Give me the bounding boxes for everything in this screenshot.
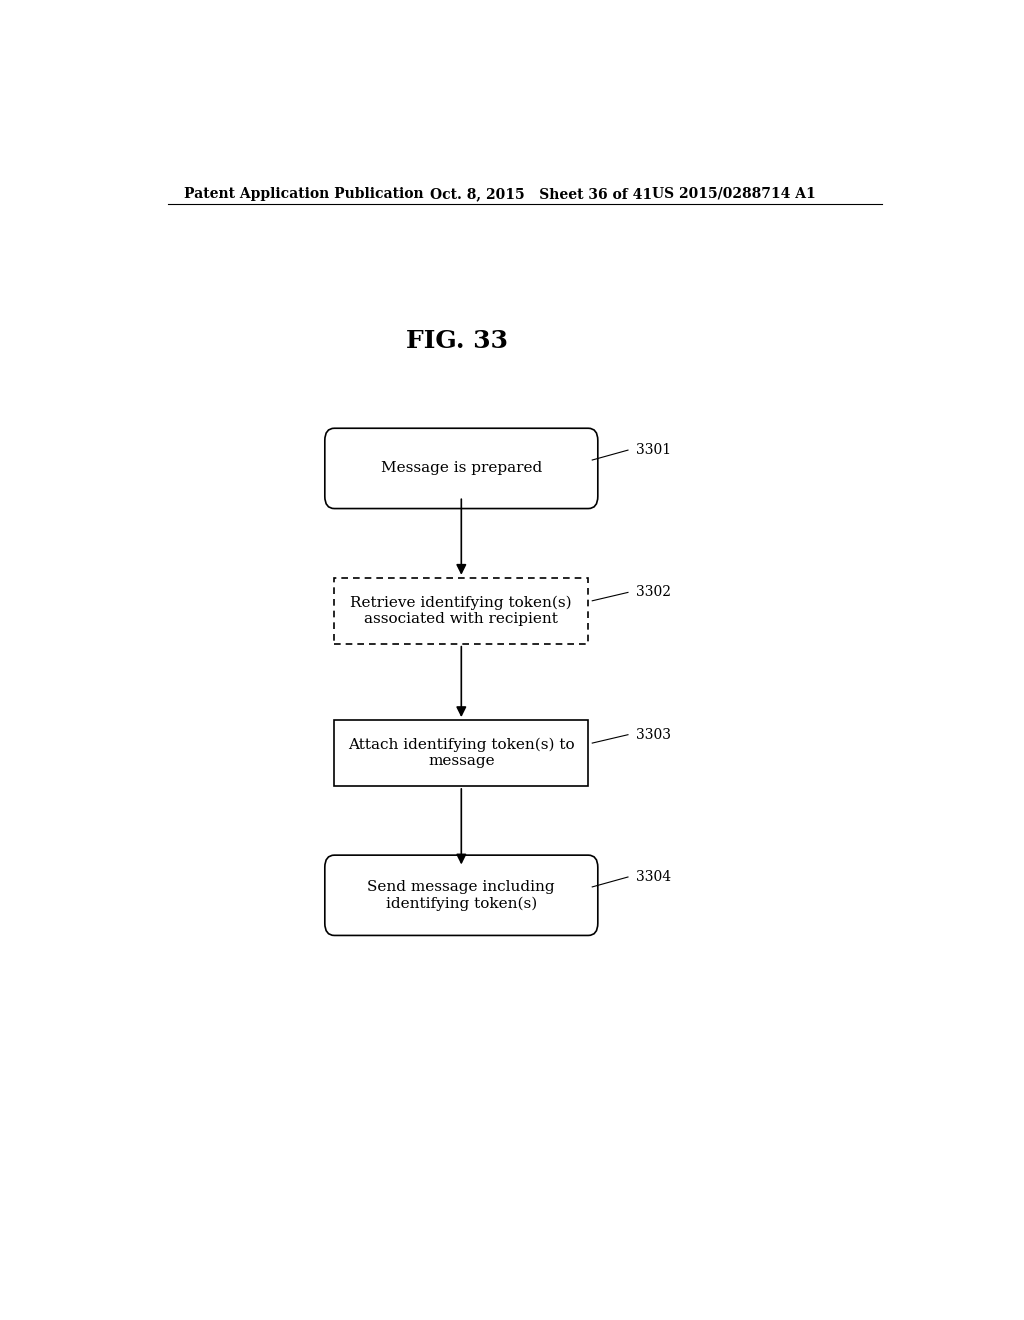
Text: 3301: 3301 (636, 444, 671, 457)
FancyBboxPatch shape (325, 428, 598, 508)
Text: Oct. 8, 2015   Sheet 36 of 41: Oct. 8, 2015 Sheet 36 of 41 (430, 187, 651, 201)
Text: 3304: 3304 (636, 870, 671, 884)
Text: Send message including
identifying token(s): Send message including identifying token… (368, 880, 555, 911)
Text: Attach identifying token(s) to
message: Attach identifying token(s) to message (348, 738, 574, 768)
Text: FIG. 33: FIG. 33 (406, 330, 508, 354)
FancyBboxPatch shape (325, 855, 598, 936)
Text: Retrieve identifying token(s)
associated with recipient: Retrieve identifying token(s) associated… (350, 595, 572, 626)
Text: Patent Application Publication: Patent Application Publication (183, 187, 423, 201)
Text: US 2015/0288714 A1: US 2015/0288714 A1 (652, 187, 815, 201)
FancyBboxPatch shape (334, 719, 588, 785)
Text: Message is prepared: Message is prepared (381, 462, 542, 475)
Text: 3303: 3303 (636, 727, 671, 742)
FancyBboxPatch shape (334, 578, 588, 644)
Text: 3302: 3302 (636, 585, 671, 599)
